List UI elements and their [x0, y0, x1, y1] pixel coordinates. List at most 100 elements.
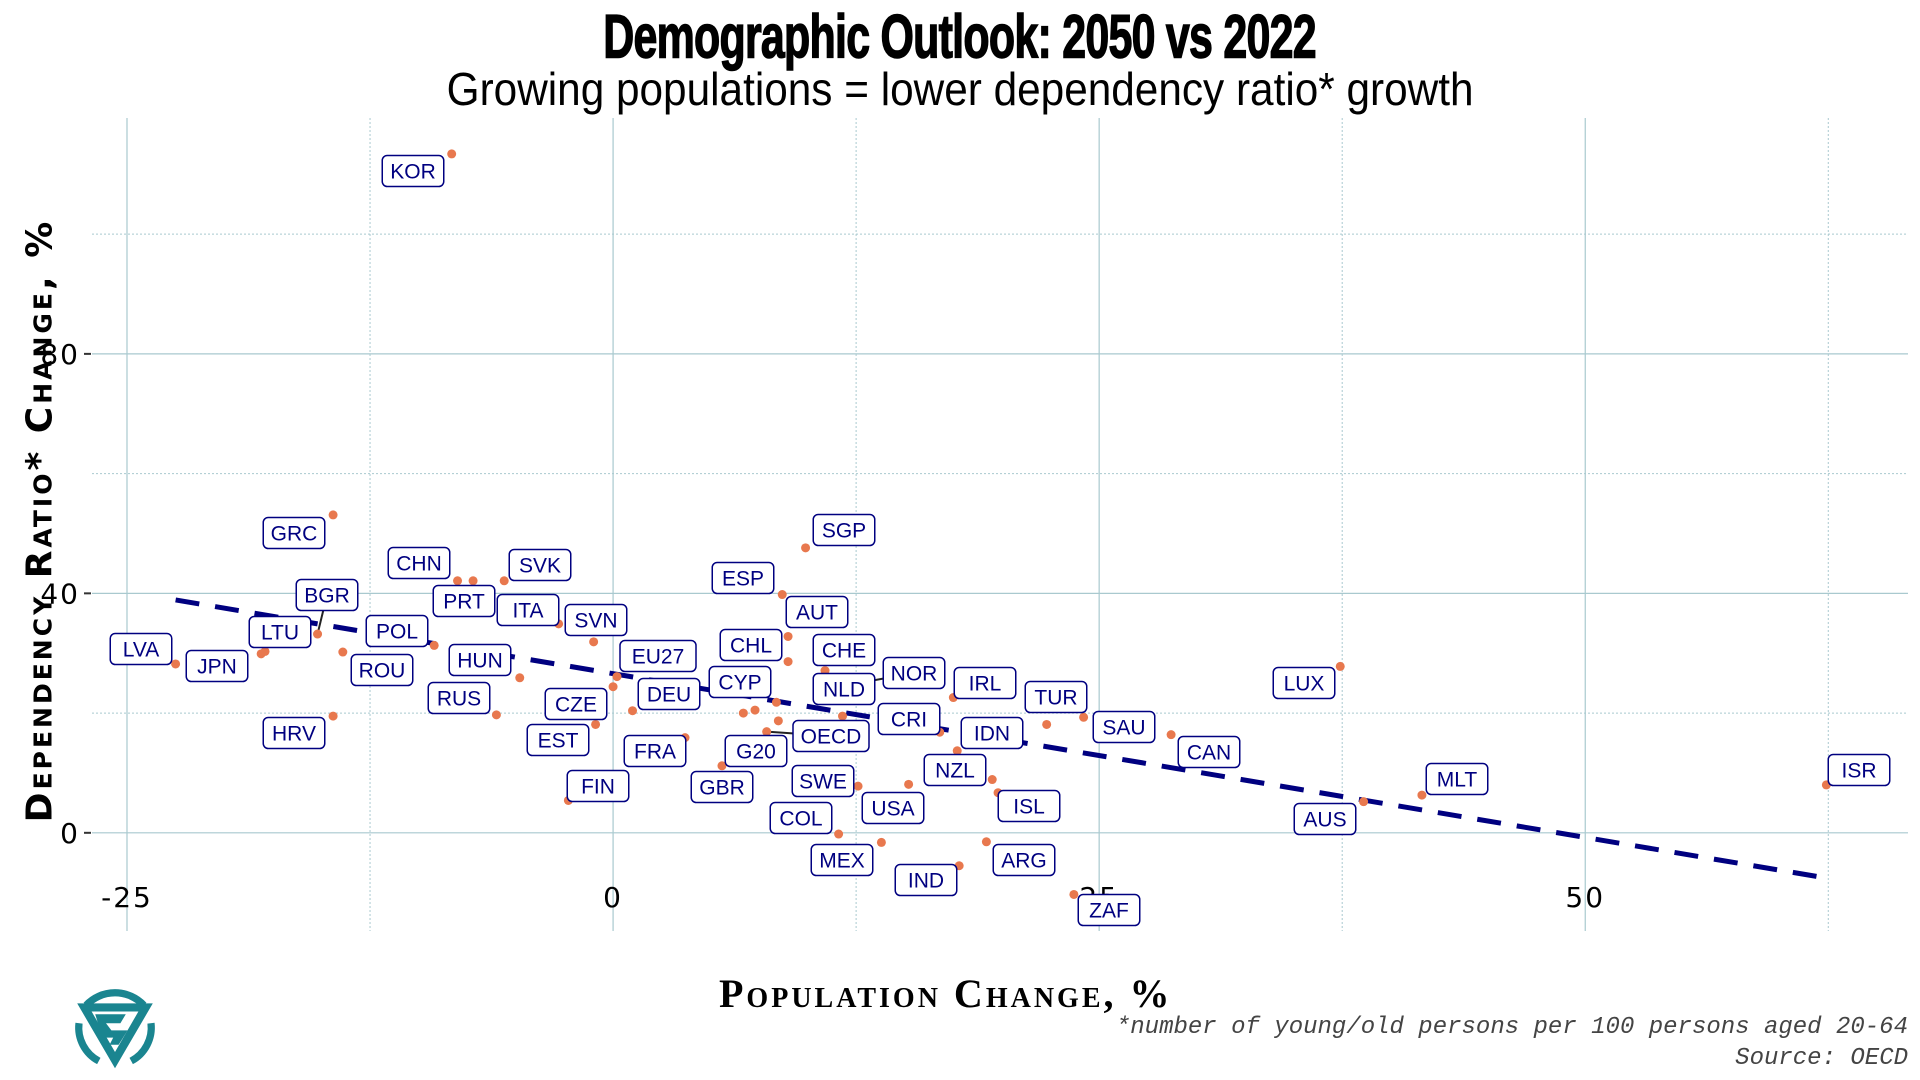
label-box [432, 584, 496, 618]
label-box [1293, 802, 1357, 836]
label-nzl: NZL [923, 753, 987, 787]
point-cze [608, 682, 618, 692]
label-swe: SWE [791, 764, 855, 798]
label-text: SAU [1102, 717, 1145, 740]
label-box [711, 561, 775, 595]
label-ltu: LTU [248, 615, 312, 649]
label-box [708, 665, 772, 699]
label-box [350, 653, 414, 687]
label-sgp: SGP [812, 513, 876, 547]
label-text: OECD [801, 726, 862, 749]
point-bgr [313, 629, 323, 639]
label-box [690, 770, 754, 804]
point-hrv [328, 711, 338, 721]
label-text: CRI [891, 709, 927, 732]
point-mlt [1417, 790, 1427, 800]
label-aus: AUS [1293, 802, 1357, 836]
y-axis-title: Dependency Ratio* Change, % [19, 218, 61, 823]
label-text: IRL [969, 673, 1002, 696]
label-box [526, 723, 590, 757]
label-chn: CHN [387, 546, 451, 580]
label-text: LTU [261, 622, 299, 645]
label-box [1272, 666, 1336, 700]
label-text: GBR [699, 777, 745, 800]
point-rus [491, 710, 501, 720]
label-text: EU27 [632, 646, 685, 669]
point-jpn [256, 649, 266, 659]
label-box [508, 548, 572, 582]
point-nzl [987, 775, 997, 785]
label-text: FIN [581, 776, 615, 799]
label-cri: CRI [877, 702, 941, 736]
point-nld [838, 711, 848, 721]
point-pol [429, 640, 439, 650]
label-chl: CHL [719, 628, 783, 662]
label-box [564, 603, 628, 637]
label-text: G20 [736, 741, 776, 764]
label-che: CHE [812, 633, 876, 667]
label-box [812, 633, 876, 667]
label-box [248, 615, 312, 649]
point-sau [1079, 712, 1089, 722]
label-mlt: MLT [1425, 762, 1489, 796]
grid-lines [92, 118, 1908, 931]
label-box [882, 656, 946, 690]
label-sau: SAU [1092, 710, 1156, 744]
label-text: NZL [935, 760, 975, 783]
label-ita: ITA [496, 593, 560, 627]
label-text: MEX [819, 850, 865, 873]
label-text: CYP [718, 672, 761, 695]
label-cze: CZE [544, 687, 608, 721]
point-lva [171, 659, 181, 669]
label-box [365, 614, 429, 648]
label-text: LUX [1284, 673, 1325, 696]
label-text: SVK [519, 555, 561, 578]
label-text: CHN [396, 553, 442, 576]
label-text: SWE [799, 771, 847, 794]
point-rou [338, 647, 348, 657]
label-esp: ESP [711, 561, 775, 595]
label-box [791, 764, 855, 798]
point-col [834, 829, 844, 839]
label-prt: PRT [432, 584, 496, 618]
label-box [448, 643, 512, 677]
label-jpn: JPN [185, 649, 249, 683]
point-est [591, 719, 601, 729]
label-text: ISL [1013, 796, 1045, 819]
point-chl [783, 657, 793, 667]
label-box [953, 666, 1017, 700]
label-rus: RUS [427, 681, 491, 715]
label-rou: ROU [350, 653, 414, 687]
label-bgr: BGR [295, 578, 359, 612]
x-tick-label: 0 [603, 881, 623, 914]
point-hun [515, 673, 525, 683]
point-usa [904, 779, 914, 789]
label-text: NLD [823, 679, 865, 702]
label-text: LVA [123, 639, 160, 662]
label-box [810, 843, 874, 877]
label-text: AUS [1303, 809, 1346, 832]
chart-title: Demographic Outlook: 2050 vs 2022 [603, 2, 1317, 72]
label-box [619, 639, 697, 673]
label-text: ISR [1841, 760, 1876, 783]
label-text: HRV [272, 723, 316, 746]
point-eu27 [612, 672, 622, 682]
label-text: COL [779, 808, 822, 831]
point-sgp [801, 543, 811, 553]
label-box [1092, 710, 1156, 744]
point-oecd [762, 727, 772, 737]
label-lux: LUX [1272, 666, 1336, 700]
label-text: NOR [891, 663, 938, 686]
label-irl: IRL [953, 666, 1017, 700]
point-lux [1335, 661, 1345, 671]
point-aus [1359, 797, 1369, 807]
label-kor: KOR [381, 154, 445, 188]
point-g20 [773, 716, 783, 726]
label-svk: SVK [508, 548, 572, 582]
x-axis-title: Population Change, % [719, 971, 1173, 1016]
label-box [894, 863, 958, 897]
label-box [792, 719, 870, 753]
label-box [769, 801, 833, 835]
point-unlabeled [771, 697, 781, 707]
